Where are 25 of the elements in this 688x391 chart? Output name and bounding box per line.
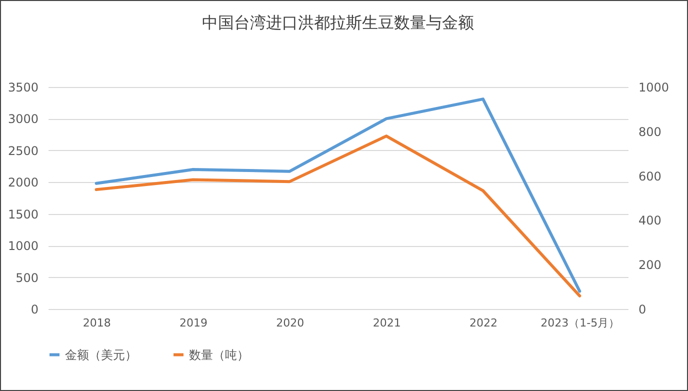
x-tick-label: 2021 bbox=[372, 316, 401, 330]
y-tick-label: 3500 bbox=[8, 80, 38, 94]
chart-title: 中国台湾进口洪都拉斯生豆数量与金额 bbox=[202, 13, 474, 32]
y-tick-label: 2500 bbox=[8, 144, 38, 158]
line-series bbox=[94, 98, 582, 293]
y-tick-label: 1500 bbox=[8, 207, 38, 222]
y2-tick-label: 600 bbox=[638, 169, 662, 184]
line-series bbox=[94, 134, 582, 298]
legend-label: 数量（吨） bbox=[189, 348, 249, 362]
legend-label: 金额（美元） bbox=[65, 348, 137, 362]
y-tick-label: 2000 bbox=[8, 176, 38, 190]
y2-tick-label: 0 bbox=[638, 302, 646, 316]
y-tick-label: 0 bbox=[30, 302, 38, 316]
x-tick-label: 2020 bbox=[276, 316, 304, 330]
y-tick-label: 3000 bbox=[8, 112, 38, 126]
y-tick-label: 1000 bbox=[8, 239, 38, 254]
y-tick-label: 500 bbox=[16, 270, 38, 285]
x-tick-label: 2023（1-5月） bbox=[540, 316, 620, 330]
x-tick-label: 2018 bbox=[82, 316, 111, 330]
x-tick-label: 2019 bbox=[180, 316, 208, 330]
y2-tick-label: 800 bbox=[638, 124, 662, 139]
y2-tick-label: 200 bbox=[638, 258, 662, 272]
y2-tick-label: 1000 bbox=[638, 80, 670, 94]
x-tick-label: 2022 bbox=[470, 316, 498, 330]
y2-tick-label: 400 bbox=[638, 214, 662, 228]
